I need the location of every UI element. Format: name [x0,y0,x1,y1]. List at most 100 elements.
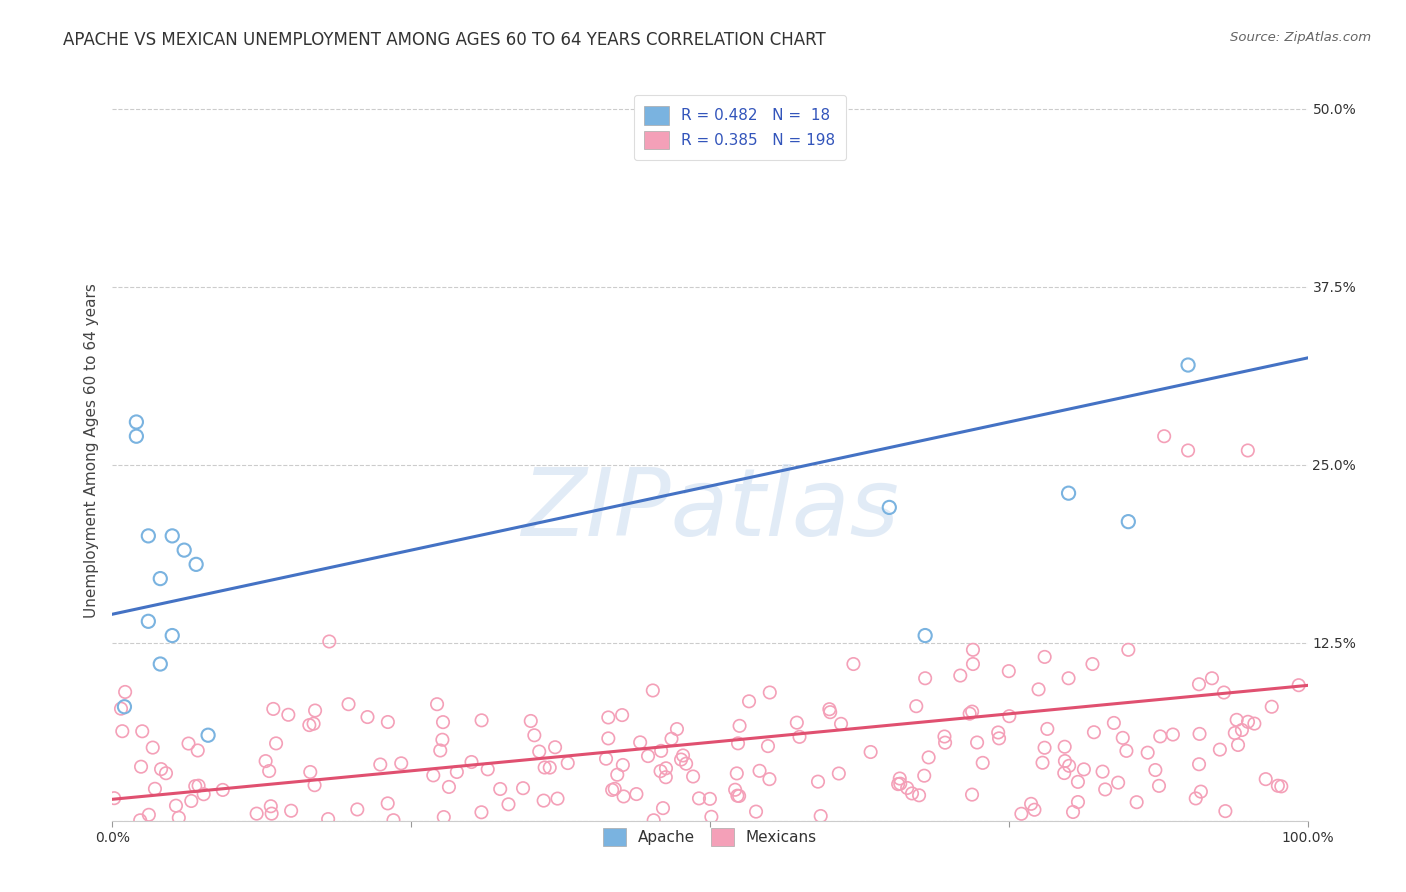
Point [129,760,152,774]
Point [1288,678,1310,692]
Point [1147,779,1170,793]
Point [186,558,208,572]
Point [1057,486,1080,500]
Point [143,781,166,796]
Point [652,801,675,815]
Point [962,642,984,657]
Point [432,715,454,730]
Point [1033,740,1056,755]
Point [257,764,280,778]
Point [1053,739,1076,754]
Point [260,799,283,814]
Point [356,710,378,724]
Point [131,724,153,739]
Point [1053,754,1076,768]
Point [912,769,935,783]
Point [262,702,284,716]
Point [125,429,148,443]
Point [246,806,269,821]
Point [650,744,672,758]
Point [1118,515,1140,529]
Point [346,802,368,816]
Point [987,725,1010,739]
Point [998,709,1021,723]
Point [138,807,160,822]
Point [377,797,399,811]
Point [1053,766,1076,780]
Point [477,762,499,776]
Point [1115,744,1137,758]
Point [529,745,551,759]
Point [1270,780,1292,794]
Point [1067,775,1090,789]
Point [299,764,322,779]
Point [934,730,956,744]
Point [318,634,340,648]
Point [1067,795,1090,809]
Point [728,789,751,803]
Point [962,657,984,671]
Point [1201,671,1223,685]
Point [600,783,623,797]
Point [433,810,456,824]
Point [908,789,931,803]
Point [533,794,555,808]
Point [316,812,339,826]
Point [1125,795,1147,809]
Point [1237,443,1260,458]
Point [197,728,219,742]
Point [966,735,988,749]
Point [1226,713,1249,727]
Point [1028,682,1050,697]
Point [1161,727,1184,741]
Point [665,722,688,736]
Legend: Apache, Mexicans: Apache, Mexicans [596,821,824,854]
Point [304,704,326,718]
Point [1073,763,1095,777]
Point [789,730,811,744]
Point [1177,443,1199,458]
Point [807,774,830,789]
Point [669,753,692,767]
Point [187,779,209,793]
Point [302,716,325,731]
Point [905,699,928,714]
Point [1189,784,1212,798]
Point [1091,764,1114,779]
Point [1112,731,1135,745]
Point [595,752,617,766]
Point [887,777,910,791]
Point [1144,763,1167,777]
Point [426,697,449,711]
Point [155,766,177,780]
Point [377,714,399,729]
Point [879,500,901,515]
Point [211,783,233,797]
Point [1188,677,1211,691]
Point [1057,671,1080,685]
Point [111,724,134,739]
Point [520,714,543,728]
Point [177,737,200,751]
Point [724,782,747,797]
Point [672,748,695,763]
Point [759,685,782,699]
Point [429,743,451,757]
Point [914,628,936,642]
Point [304,778,326,792]
Point [738,694,761,708]
Point [626,787,648,801]
Point [149,572,172,586]
Point [818,145,841,159]
Point [661,731,683,746]
Point [368,757,391,772]
Point [1261,699,1284,714]
Point [889,772,911,786]
Point [544,740,567,755]
Point [167,811,190,825]
Point [337,697,360,711]
Point [523,728,546,742]
Point [1267,779,1289,793]
Point [628,735,651,749]
Point [382,814,405,828]
